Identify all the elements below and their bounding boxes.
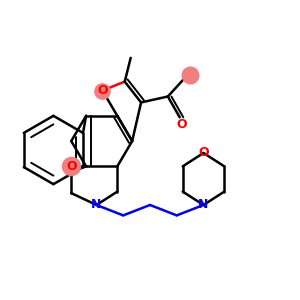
Text: O: O	[176, 118, 187, 131]
Text: O: O	[198, 146, 209, 160]
Text: O: O	[66, 160, 76, 173]
Text: N: N	[91, 199, 102, 212]
Text: N: N	[198, 199, 209, 212]
Text: O: O	[97, 84, 108, 97]
